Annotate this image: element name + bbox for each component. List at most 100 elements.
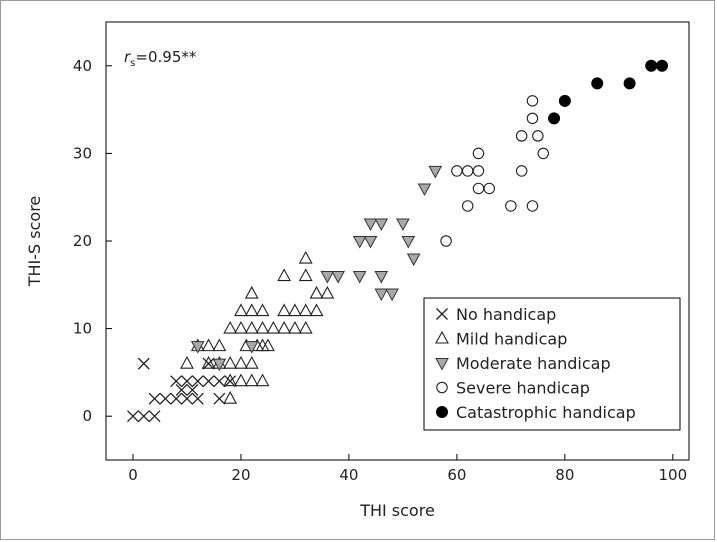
x-tick-label: 100: [658, 466, 687, 484]
data-point: [201, 338, 216, 352]
data-point: [320, 271, 335, 284]
data-point: [461, 165, 474, 177]
data-point: [202, 375, 215, 388]
legend-label: Moderate handicap: [456, 354, 611, 373]
annotation-value: =0.95**: [135, 48, 196, 66]
correlation-annotation: rs=0.95**: [124, 48, 197, 69]
annotation-sub: s: [130, 58, 135, 69]
data-point: [223, 373, 238, 387]
data-point: [213, 392, 226, 405]
data-point: [461, 200, 474, 212]
data-point: [244, 303, 259, 317]
data-point: [234, 303, 248, 317]
data-point: [170, 375, 183, 388]
data-point: [180, 355, 194, 369]
series-mild-handicap: [180, 250, 335, 404]
legend-marker: [435, 330, 449, 344]
data-point: [127, 410, 139, 423]
data-point: [320, 285, 335, 299]
x-tick-label: 20: [231, 466, 250, 484]
y-tick-label: 0: [82, 407, 92, 425]
data-point: [374, 271, 389, 284]
data-point: [472, 165, 485, 177]
legend-item: Moderate handicap: [435, 354, 611, 373]
data-point: [186, 383, 199, 396]
data-point: [277, 268, 292, 282]
data-point: [213, 375, 226, 388]
data-point: [223, 320, 238, 334]
y-axis-title: THI-S score: [25, 196, 44, 288]
legend-marker: [436, 406, 448, 418]
data-point: [526, 95, 539, 107]
data-point: [244, 341, 259, 354]
data-point: [255, 303, 270, 317]
data-point: [451, 165, 463, 177]
x-axis-title: THI score: [359, 501, 435, 520]
data-points: [127, 59, 669, 423]
data-point: [505, 200, 517, 212]
data-point: [234, 373, 248, 387]
data-point: [298, 250, 313, 264]
data-point: [244, 285, 259, 299]
data-point: [266, 320, 281, 334]
data-point: [363, 236, 378, 249]
data-point: [244, 355, 259, 369]
series-moderate-handicap: [190, 165, 443, 372]
data-point: [532, 130, 544, 142]
data-point: [288, 320, 302, 334]
data-point: [396, 218, 410, 232]
data-point: [428, 165, 443, 179]
data-point: [202, 357, 215, 370]
data-point: [298, 268, 313, 282]
data-point: [201, 355, 216, 369]
data-point: [234, 320, 248, 334]
x-tick-label: 80: [555, 466, 574, 484]
data-point: [309, 303, 324, 317]
data-point: [645, 59, 658, 72]
data-point: [181, 392, 193, 405]
data-point: [537, 147, 549, 160]
data-point: [255, 373, 270, 387]
legend-item: Catastrophic handicap: [436, 403, 636, 422]
legend-item: No handicap: [436, 305, 556, 324]
legend-marker: [435, 358, 449, 371]
data-point: [277, 303, 292, 317]
data-point: [352, 271, 367, 284]
data-point: [526, 200, 539, 212]
legend-marker: [436, 308, 448, 320]
legend-label: Mild handicap: [456, 330, 567, 349]
data-point: [472, 182, 485, 195]
data-point: [298, 303, 313, 317]
data-point: [363, 218, 378, 232]
data-point: [401, 236, 416, 249]
y-tick-label: 10: [73, 320, 92, 338]
data-point: [515, 130, 528, 142]
data-point: [159, 392, 172, 405]
legend-label: Catastrophic handicap: [456, 403, 636, 422]
data-point: [148, 392, 161, 405]
data-point: [137, 410, 150, 423]
y-tick-label: 20: [73, 232, 92, 250]
data-point: [331, 271, 345, 284]
data-point: [352, 236, 367, 249]
data-point: [298, 320, 313, 334]
legend-box: [423, 297, 681, 431]
data-point: [244, 373, 259, 387]
data-point: [526, 112, 539, 125]
data-point: [309, 285, 324, 299]
x-tick-label: 60: [447, 466, 466, 484]
data-point: [224, 375, 237, 388]
series-no-handicap: [127, 357, 237, 423]
data-point: [190, 341, 205, 354]
data-point: [483, 182, 496, 195]
legend-item: Mild handicap: [435, 330, 567, 349]
data-point: [255, 338, 270, 352]
data-point: [440, 235, 452, 247]
y-tick-label: 40: [73, 57, 92, 75]
data-point: [385, 288, 399, 302]
y-tick-label: 30: [73, 144, 92, 162]
data-point: [417, 183, 432, 196]
data-point: [558, 94, 571, 107]
